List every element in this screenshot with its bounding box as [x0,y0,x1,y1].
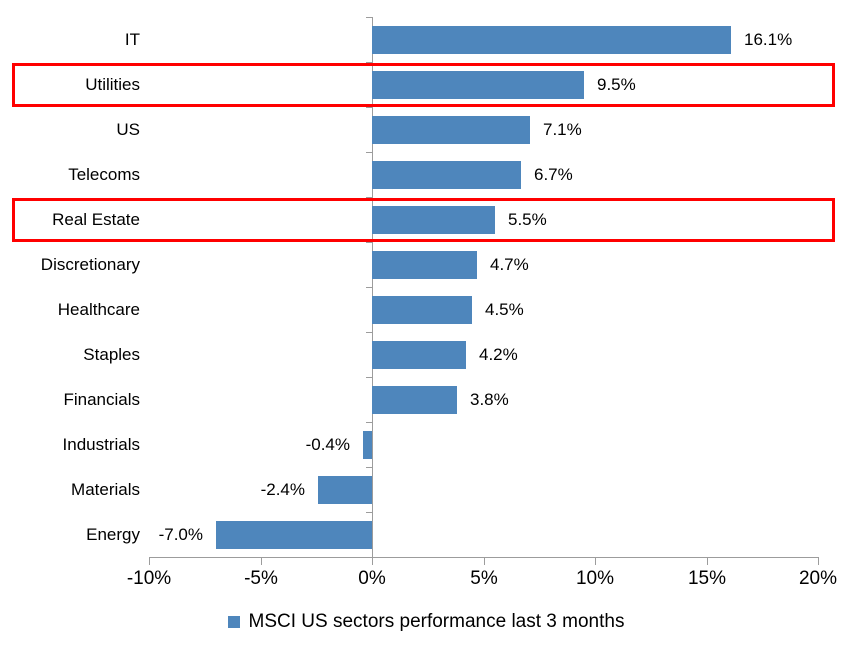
x-tick-label: 5% [470,568,498,589]
x-tick-label: 15% [687,568,727,589]
value-label: 16.1% [744,30,793,49]
bar [318,476,372,504]
y-axis-tick [366,467,372,468]
x-axis-tick [707,557,708,565]
y-axis-tick [366,287,372,288]
x-tick-label: 0% [358,568,386,589]
category-label: Energy [86,525,140,544]
y-axis-tick [366,107,372,108]
bar [372,341,466,369]
category-label: Telecoms [68,165,140,184]
highlight-box-utilities [12,63,835,107]
x-axis-tick [149,557,150,565]
x-axis-tick [372,557,373,565]
y-axis-tick [366,377,372,378]
value-label: -0.4% [305,435,350,454]
category-label: Industrials [62,435,140,454]
legend: MSCI US sectors performance last 3 month… [0,608,852,636]
x-tick-label: 10% [575,568,615,589]
legend-label: MSCI US sectors performance last 3 month… [248,611,625,632]
x-axis-tick [818,557,819,565]
bar [372,206,495,234]
bar [372,251,477,279]
value-label: 7.1% [543,120,582,139]
value-label: 6.7% [534,165,573,184]
y-axis-tick [366,17,372,18]
category-label: Utilities [85,75,140,94]
category-label: Materials [71,480,140,499]
bar [372,116,530,144]
bar [372,71,584,99]
category-label: Staples [83,345,140,364]
category-label: IT [124,30,140,49]
x-axis-tick [595,557,596,565]
y-axis-line [372,17,373,557]
bar [216,521,372,549]
value-label: 5.5% [508,210,547,229]
value-label: 4.5% [485,300,524,319]
value-label: 4.7% [490,255,529,274]
bar [372,386,457,414]
category-label: US [116,120,140,139]
x-tick-label: 20% [798,568,838,589]
y-axis-tick [366,242,372,243]
bar [372,26,731,54]
value-label: 9.5% [597,75,636,94]
highlight-box-real-estate [12,198,835,242]
x-axis-tick [484,557,485,565]
y-axis-tick [366,62,372,63]
y-axis-tick [366,152,372,153]
category-label: Real Estate [52,210,140,229]
y-axis-tick [366,332,372,333]
category-label: Financials [63,390,140,409]
value-label: 4.2% [479,345,518,364]
y-axis-tick [366,197,372,198]
legend-swatch-icon [227,616,240,628]
y-axis-tick [366,512,372,513]
bar [363,431,372,459]
value-label: -7.0% [158,525,203,544]
category-label: Healthcare [57,300,140,319]
category-label: Discretionary [40,255,140,274]
value-label: 3.8% [470,390,509,409]
x-tick-label: -5% [244,568,278,589]
y-axis-tick [366,422,372,423]
bar [372,161,521,189]
value-label: -2.4% [260,480,305,499]
bar [372,296,472,324]
x-axis-tick [261,557,262,565]
x-tick-label: -10% [126,568,172,589]
